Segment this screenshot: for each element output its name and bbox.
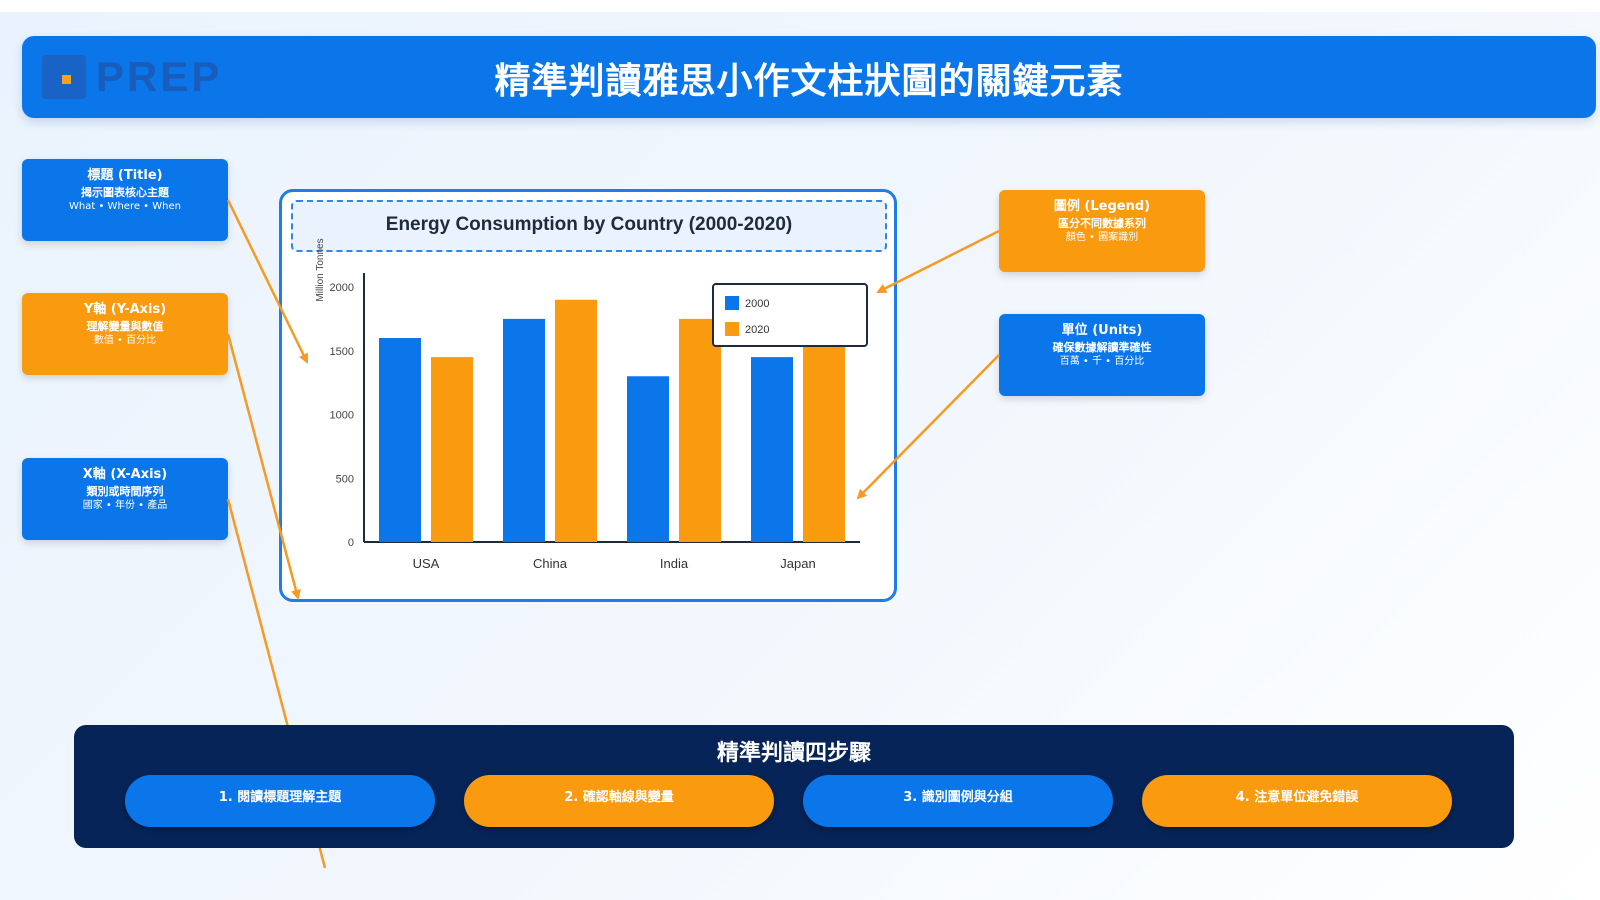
y-tick-label: 2000 bbox=[330, 282, 354, 294]
callout-x-axis-heading: X軸 (X-Axis) bbox=[82, 467, 168, 482]
callout-title-heading: 標題 (Title) bbox=[87, 168, 163, 183]
callout-title-sub: What • Where • When bbox=[69, 201, 181, 212]
y-axis-label: Million Tonnes bbox=[315, 238, 326, 301]
bar-usa-2020 bbox=[431, 357, 473, 542]
callout-y-axis-heading: Y軸 (Y-Axis) bbox=[83, 302, 167, 317]
chart-title-box: Energy Consumption by Country (2000-2020… bbox=[291, 200, 887, 252]
legend-swatch-2000 bbox=[725, 296, 739, 310]
bar-china-2020 bbox=[555, 299, 597, 542]
callout-title-desc: 揭示圖表核心主題 bbox=[81, 186, 169, 199]
chart-card: Energy Consumption by Country (2000-2020… bbox=[279, 189, 897, 602]
step-1: 1. 閱讀標題理解主題 bbox=[125, 775, 435, 827]
step-2: 2. 確認軸線與變量 bbox=[464, 775, 774, 827]
callout-units-desc: 確保數據解讀準確性 bbox=[1052, 341, 1152, 354]
logo-text: PREP bbox=[96, 53, 223, 100]
callout-legend-sub: 顏色 • 圖案識別 bbox=[1065, 232, 1139, 243]
bar-chart: 0 500 1000 1500 2000 Million Tonnes USA China In… bbox=[315, 238, 868, 571]
y-tick-label: 1500 bbox=[330, 346, 354, 358]
legend-box bbox=[712, 283, 868, 347]
y-tick-label: 500 bbox=[336, 473, 354, 485]
bar-india-2020 bbox=[679, 318, 721, 542]
y-tick-label: 0 bbox=[348, 537, 354, 549]
steps-title: 精準判讀四步驟 bbox=[716, 741, 871, 766]
callout-y-axis-desc: 理解變量與數值 bbox=[86, 320, 164, 333]
chart-title: Energy Consumption by Country (2000-2020… bbox=[385, 214, 793, 235]
callout-y-axis-sub: 數值 • 百分比 bbox=[93, 335, 157, 346]
step-3: 3. 識別圖例與分組 bbox=[803, 775, 1113, 827]
callout-legend-desc: 區分不同數據系列 bbox=[1058, 217, 1146, 230]
callout-x-axis-desc: 類別或時間序列 bbox=[86, 485, 164, 498]
x-tick-label: Japan bbox=[780, 556, 815, 571]
steps-panel: 精準判讀四步驟 1. 閱讀標題理解主題 2. 確認軸線與變量 3. 識別圖例與分… bbox=[74, 725, 1514, 848]
callout-units-heading: 單位 (Units) bbox=[1061, 323, 1143, 338]
callout-x-axis: X軸 (X-Axis) 類別或時間序列 國家 • 年份 • 產品 bbox=[22, 458, 228, 540]
prep-logo: PREP bbox=[42, 53, 223, 100]
bar-japan-2000 bbox=[751, 357, 793, 542]
legend-label-2000: 2000 bbox=[745, 298, 769, 310]
y-tick-label: 1000 bbox=[330, 410, 354, 422]
callout-units-sub: 百萬 • 千 • 百分比 bbox=[1059, 356, 1145, 367]
bar-japan-2020 bbox=[803, 344, 845, 542]
bar-india-2000 bbox=[627, 376, 669, 542]
bar-usa-2000 bbox=[379, 338, 421, 542]
callout-legend: 圖例 (Legend) 區分不同數據系列 顏色 • 圖案識別 bbox=[999, 190, 1205, 272]
prep-logo-icon bbox=[42, 55, 86, 99]
callout-units: 單位 (Units) 確保數據解讀準確性 百萬 • 千 • 百分比 bbox=[999, 314, 1205, 396]
legend-swatch-2020 bbox=[725, 322, 739, 336]
callout-title: 標題 (Title) 揭示圖表核心主題 What • Where • When bbox=[22, 159, 228, 241]
x-tick-label: USA bbox=[413, 556, 440, 571]
legend-label-2020: 2020 bbox=[745, 324, 769, 336]
callout-x-axis-sub: 國家 • 年份 • 產品 bbox=[82, 500, 168, 511]
callout-legend-heading: 圖例 (Legend) bbox=[1053, 199, 1151, 214]
callout-y-axis: Y軸 (Y-Axis) 理解變量與數值 數值 • 百分比 bbox=[22, 293, 228, 375]
page-title: 精準判讀雅思小作文柱狀圖的關鍵元素 bbox=[494, 61, 1124, 102]
x-tick-label: India bbox=[660, 556, 689, 571]
step-4: 4. 注意單位避免錯誤 bbox=[1142, 775, 1452, 827]
x-tick-label: China bbox=[533, 556, 568, 571]
page-header: PREP 精準判讀雅思小作文柱狀圖的關鍵元素 bbox=[22, 36, 1596, 118]
bar-china-2000 bbox=[503, 318, 545, 542]
top-strip bbox=[0, 0, 1600, 12]
